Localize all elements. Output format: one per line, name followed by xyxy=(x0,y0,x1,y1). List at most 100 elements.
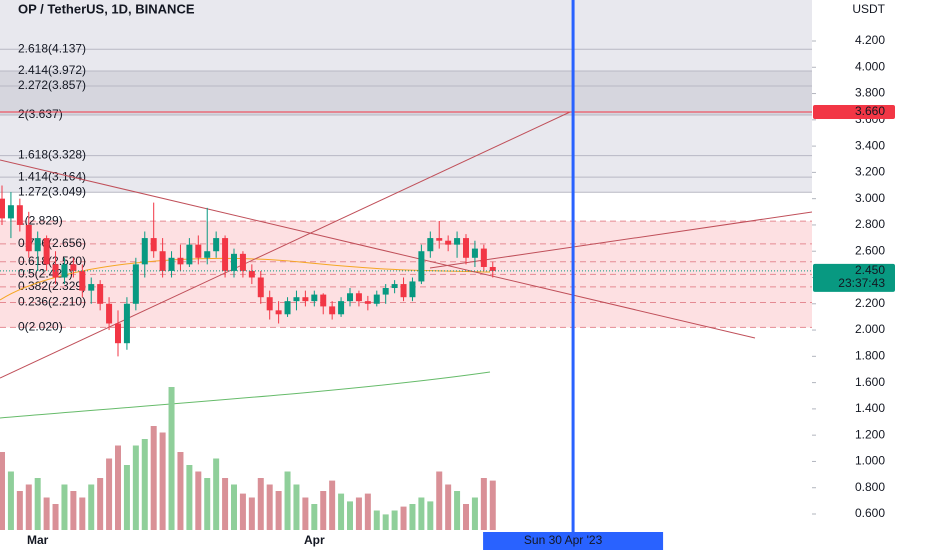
candle-body xyxy=(436,238,443,241)
candle-body xyxy=(43,238,50,265)
volume-bar xyxy=(222,478,229,530)
volume-bar xyxy=(364,493,371,530)
fib-label: 2.414(3.972) xyxy=(18,63,86,77)
volume-bar xyxy=(427,501,434,530)
candle-body xyxy=(106,303,113,324)
candle-body xyxy=(115,323,121,344)
candle-body xyxy=(248,270,255,278)
y-tick-label: 2.000 xyxy=(855,322,885,336)
date-tag xyxy=(483,532,664,550)
candle-body xyxy=(364,301,371,304)
candle-body xyxy=(70,264,77,271)
candle-body xyxy=(391,284,398,289)
candle-body xyxy=(347,293,353,302)
fib-label: 0.382(2.329) xyxy=(18,279,86,293)
fib-label: 1.414(3.164) xyxy=(18,169,86,183)
candle-body xyxy=(480,248,487,267)
candle-body xyxy=(329,306,336,315)
candle-body xyxy=(427,238,434,252)
candle-body xyxy=(177,257,184,265)
volume-bar xyxy=(409,504,416,530)
volume-bar xyxy=(257,478,264,530)
y-tick-label: 3.200 xyxy=(855,165,885,179)
candle-body xyxy=(79,270,86,291)
volume-bar xyxy=(159,432,166,530)
candle-body xyxy=(320,294,327,307)
volume-bar xyxy=(445,484,452,530)
volume-bar xyxy=(25,484,32,530)
volume-bar xyxy=(231,484,237,530)
volume-bar xyxy=(16,491,23,530)
volume-bar xyxy=(471,497,478,530)
y-tick-label: 4.200 xyxy=(855,33,885,47)
price-tag-label: 3.660 xyxy=(855,104,885,118)
fib-label: 0.618(2.520) xyxy=(18,254,86,268)
candle-body xyxy=(159,251,166,271)
candle-body xyxy=(123,303,130,344)
volume-bar xyxy=(373,510,380,530)
volume-bar xyxy=(132,445,139,530)
countdown: 23:37:43 xyxy=(838,276,885,290)
x-tick-label: Apr xyxy=(304,533,325,547)
price-tag xyxy=(813,104,895,119)
volume-bar xyxy=(239,493,246,530)
fib-label: 2.618(4.137) xyxy=(18,41,86,55)
candle-body xyxy=(150,238,157,252)
fib-label: 1.272(3.049) xyxy=(18,184,86,198)
candle-body xyxy=(16,205,23,225)
candle-body xyxy=(186,244,193,265)
candle-body xyxy=(302,297,309,302)
trend-line xyxy=(0,111,571,379)
volume-bar xyxy=(0,452,5,530)
volume-bar xyxy=(213,458,220,530)
candle-body xyxy=(168,257,175,271)
volume-bar xyxy=(329,480,336,530)
volume-bar xyxy=(79,497,86,530)
candle-body xyxy=(311,294,318,302)
candle-body xyxy=(445,240,452,245)
y-tick-label: 2.200 xyxy=(855,296,885,310)
candle-body xyxy=(266,297,273,311)
y-tick-label: 0.800 xyxy=(855,480,885,494)
chart-title: OP / TetherUS, 1D, BINANCE xyxy=(18,1,195,16)
candle-body xyxy=(61,264,68,278)
vertical-line xyxy=(571,0,575,532)
candle-body xyxy=(409,281,416,298)
axis-unit: USDT xyxy=(852,2,885,16)
y-tick-label: 4.000 xyxy=(855,59,885,73)
fib-zones: 2.618(4.137) 2.414(3.972)2.272(3.857) 2(3.… xyxy=(0,0,812,334)
candle-body xyxy=(463,238,469,258)
candle-body xyxy=(454,238,461,245)
candle-body xyxy=(257,277,264,298)
volume-bar xyxy=(284,471,291,530)
volume-bar xyxy=(195,471,202,530)
y-tick-label: 3.000 xyxy=(855,191,885,205)
candle-body xyxy=(284,301,291,315)
date-tag-label: Sun 30 Apr '23 xyxy=(524,533,603,547)
fib-label: 1.618(3.328) xyxy=(18,148,86,162)
volume-bar xyxy=(489,480,496,530)
price-tag-label: 2.450 xyxy=(855,263,885,277)
volume-bar xyxy=(248,497,255,530)
volume-bar xyxy=(355,497,362,530)
volume-bar xyxy=(454,491,461,530)
candle-body xyxy=(132,264,139,304)
volume-bar xyxy=(52,504,59,530)
candle-body xyxy=(97,284,104,304)
fib-label: 0.236(2.210) xyxy=(18,295,86,309)
volume-bar xyxy=(177,452,184,530)
candle-body xyxy=(0,198,5,219)
candle-body xyxy=(204,251,211,258)
y-tick-label: 2.800 xyxy=(855,217,885,231)
candle-body xyxy=(382,288,389,295)
volume-bar xyxy=(7,471,14,530)
volume-bar xyxy=(436,471,443,530)
fib-label: 2.272(3.857) xyxy=(18,78,86,92)
volume-bar xyxy=(61,484,68,530)
candle-body xyxy=(7,205,14,219)
volume-bar xyxy=(204,478,211,530)
volume-bar xyxy=(88,484,95,530)
plot xyxy=(0,0,812,532)
price-tag xyxy=(813,263,895,292)
